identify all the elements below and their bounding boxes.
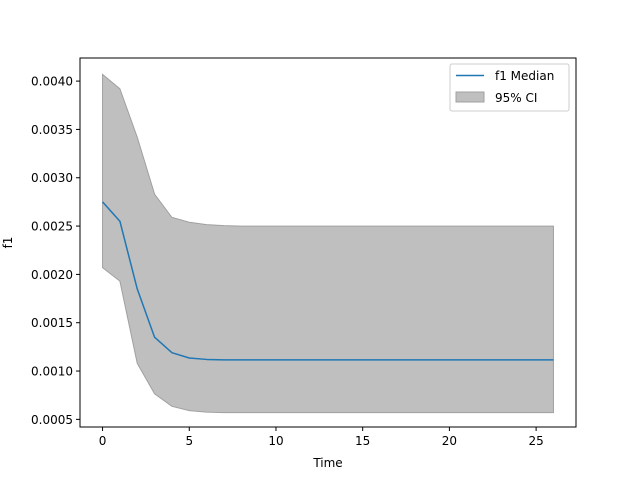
- plot-area: [101, 73, 554, 414]
- ci-band: [102, 73, 554, 414]
- legend-entry-ci: 95% CI: [495, 91, 537, 105]
- legend-entry-median: f1 Median: [495, 69, 554, 83]
- y-tick-label: 0.0010: [31, 365, 73, 379]
- x-tick-label: 5: [185, 434, 193, 448]
- x-tick-label: 20: [442, 434, 457, 448]
- y-tick-label: 0.0020: [31, 268, 73, 282]
- x-tick-label: 25: [528, 434, 543, 448]
- y-tick-label: 0.0025: [31, 220, 73, 234]
- x-tick-label: 0: [99, 434, 107, 448]
- x-axis-label: Time: [312, 456, 342, 470]
- y-tick-label: 0.0035: [31, 123, 73, 137]
- legend: f1 Median 95% CI: [449, 63, 570, 112]
- x-tick-label: 15: [355, 434, 370, 448]
- plot-frame: [79, 57, 577, 428]
- y-tick-label: 0.0005: [31, 413, 73, 427]
- axis-ticks: 0 5 10 15 20 25 0.0005 0.0010 0.0015 0.0020 0.0025…: [31, 75, 544, 448]
- y-tick-label: 0.0040: [31, 75, 73, 89]
- series-line-0: [101, 201, 554, 361]
- y-axis-label: f1: [1, 237, 15, 249]
- y-tick-label: 0.0030: [31, 171, 73, 185]
- y-tick-label: 0.0015: [31, 316, 73, 330]
- legend-band-swatch: [455, 91, 485, 103]
- x-tick-label: 10: [268, 434, 283, 448]
